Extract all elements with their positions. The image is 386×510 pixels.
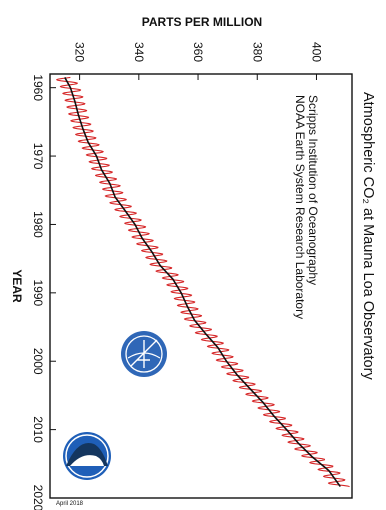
noaa-logo: [63, 432, 111, 480]
x-tick-label: 1990: [31, 279, 45, 306]
y-tick-label: 360: [191, 42, 205, 62]
x-tick-label: 1980: [31, 211, 45, 238]
monthly-series-line: [56, 76, 350, 488]
y-tick-label: 320: [73, 42, 87, 62]
x-tick-label: 1960: [31, 74, 45, 101]
plot-frame: [49, 73, 353, 499]
chart-title: Atmospheric CO₂ at Mauna Loa Observatory: [360, 92, 376, 380]
series-layer: [56, 76, 350, 488]
x-tick-label: 2020: [31, 485, 45, 510]
y-axis-title: PARTS PER MILLION: [142, 15, 262, 29]
chart-subtitle-scripps: Scripps Institution of Oceanography: [306, 95, 320, 285]
y-tick-label: 380: [250, 42, 264, 62]
trend-series-line: [64, 77, 341, 487]
scripps-logo: [121, 331, 167, 377]
x-axis-title: YEAR: [10, 269, 24, 303]
axis-ticks: 320 340 360 380 400 1960 1970 1980 1990 2000 2010 2…: [31, 42, 323, 510]
x-tick-label: 2010: [31, 416, 45, 443]
x-tick-label: 2000: [31, 348, 45, 375]
x-tick-label: 1970: [31, 143, 45, 170]
chart-subtitle-noaa: NOAA Earth System Research Laboratory: [293, 95, 307, 319]
y-tick-label: 340: [132, 42, 146, 62]
date-label: April 2018: [56, 501, 84, 507]
y-tick-label: 400: [309, 42, 323, 62]
